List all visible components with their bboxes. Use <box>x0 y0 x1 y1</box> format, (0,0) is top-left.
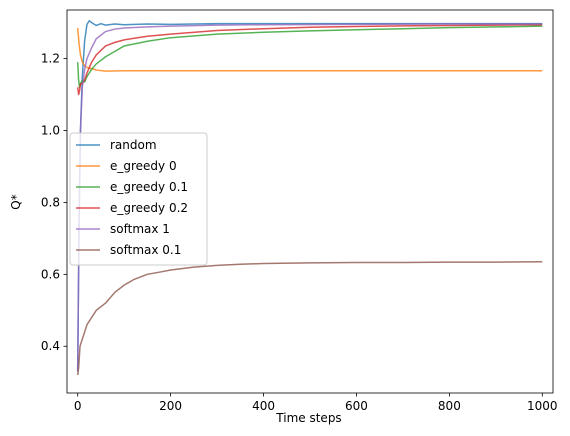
legend-label-3: e_greedy 0.2 <box>110 201 188 215</box>
y-axis-label: Q* <box>9 194 23 209</box>
legend-box <box>69 132 208 266</box>
legend-label-5: softmax 0.1 <box>110 243 181 257</box>
series-line-2 <box>76 25 543 89</box>
legend-label-1: e_greedy 0 <box>110 159 177 173</box>
x-tick-label: 1000 <box>527 399 558 413</box>
x-tick-label: 400 <box>252 399 275 413</box>
legend: random e_greedy 0 e_greedy 0.1 e_greedy 0.2… <box>69 132 208 266</box>
x-tick-label: 600 <box>345 399 368 413</box>
series-line-5 <box>76 260 543 376</box>
y-tick-label: 1.2 <box>41 52 60 66</box>
x-axis-label: Time steps <box>275 411 341 425</box>
x-tick-label: 200 <box>159 399 182 413</box>
series-line-0 <box>76 20 543 372</box>
legend-label-4: softmax 1 <box>110 222 170 236</box>
y-tick-label: 1.0 <box>41 123 60 137</box>
x-tick-label: 0 <box>74 399 82 413</box>
series-line-1 <box>76 27 543 72</box>
series-layer <box>76 20 543 376</box>
legend-label-0: random <box>110 138 157 152</box>
axes-layer: 0 200 400 600 800 1000 0.4 0.6 0.8 1.0 1.2 <box>41 9 558 413</box>
y-tick-label: 0.6 <box>41 267 60 281</box>
x-tick-label: 800 <box>438 399 461 413</box>
y-tick-label: 0.8 <box>41 195 60 209</box>
series-line-3 <box>76 23 543 96</box>
legend-label-2: e_greedy 0.1 <box>110 180 188 194</box>
series-line-4 <box>76 23 543 372</box>
plot-frame <box>66 9 554 394</box>
y-tick-label: 0.4 <box>41 339 60 353</box>
